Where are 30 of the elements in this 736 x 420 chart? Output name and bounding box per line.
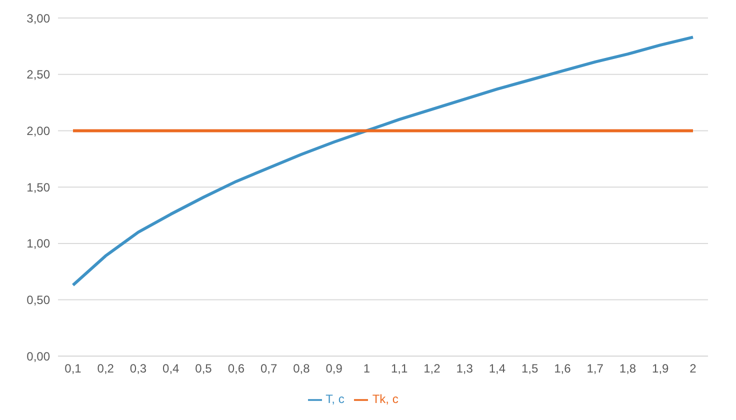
y-tick-label: 0,50 <box>26 293 50 308</box>
x-tick-label: 0,6 <box>228 362 245 376</box>
x-tick-label: 1 <box>363 362 370 376</box>
x-tick-label: 1,9 <box>652 362 670 376</box>
x-tick-label: 1,6 <box>554 362 572 376</box>
y-tick-label: 2,50 <box>26 68 50 82</box>
x-tick-label: 1,4 <box>488 362 506 376</box>
x-tick-label: 1,8 <box>619 362 636 376</box>
x-tick-label: 0,5 <box>195 362 212 376</box>
legend-label: T, c <box>326 392 344 406</box>
y-tick-label: 3,00 <box>26 11 50 26</box>
x-tick-label: 0,9 <box>326 362 343 376</box>
x-tick-label: 2 <box>690 362 697 376</box>
x-tick-label: 0,3 <box>130 362 147 376</box>
x-tick-label: 1,1 <box>390 362 408 376</box>
x-tick-label: 1,5 <box>522 362 539 376</box>
x-tick-label: 0,1 <box>64 362 82 376</box>
line-series <box>72 36 694 287</box>
y-tick-label: 0,00 <box>26 349 50 364</box>
x-tick-label: 0,2 <box>97 362 114 376</box>
x-tick-label: 0,4 <box>162 362 180 376</box>
x-tick-label: 0,7 <box>260 362 278 376</box>
x-tick-label: 1,3 <box>456 362 474 376</box>
y-tick-label: 1,50 <box>26 180 50 194</box>
x-tick-label: 1,7 <box>586 362 604 376</box>
y-tick-label: 1,00 <box>26 236 50 251</box>
y-tick-label: 2,00 <box>26 124 50 138</box>
legend-label: Tk, c <box>372 392 398 406</box>
x-tick-label: 0,8 <box>293 362 310 376</box>
x-tick-label: 1,2 <box>424 362 441 376</box>
